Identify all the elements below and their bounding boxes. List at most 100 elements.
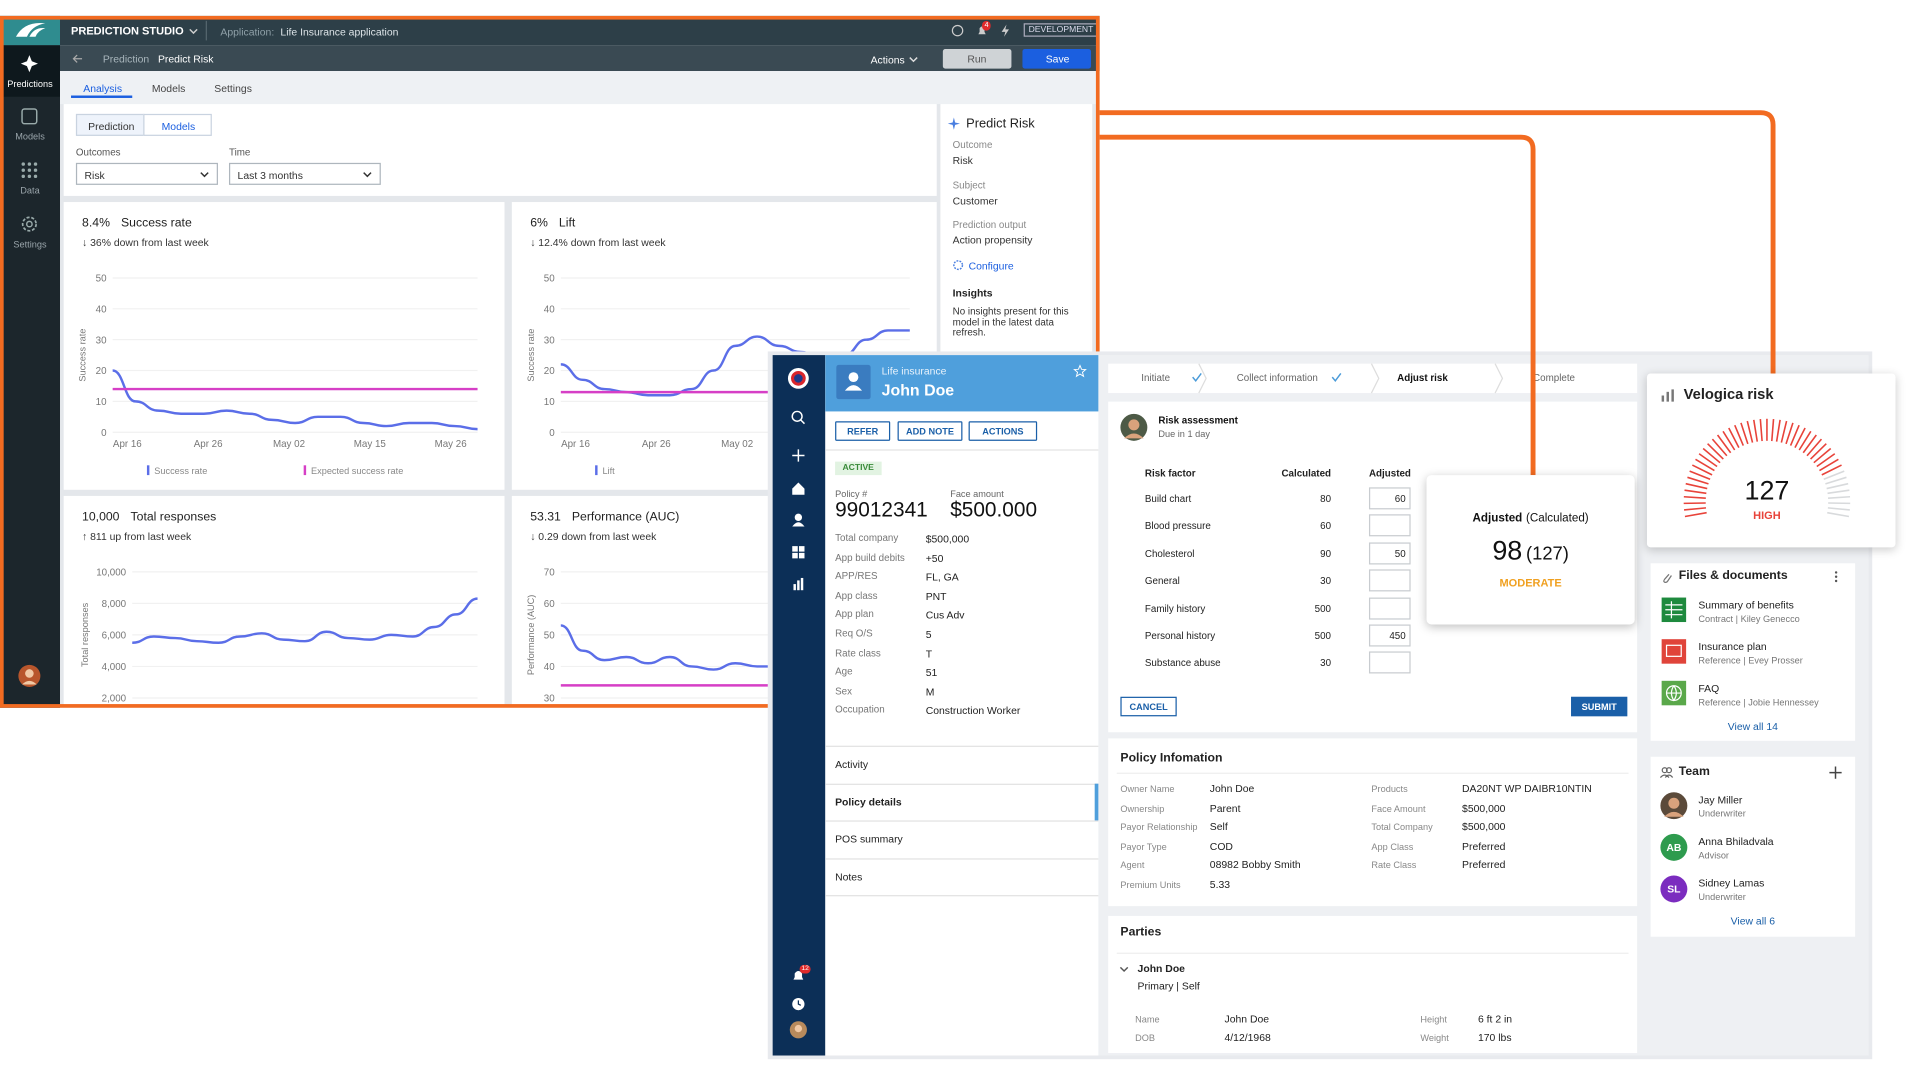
icon-part (1192, 373, 1202, 383)
field-value: COD (1209, 839, 1233, 852)
sub-bar (60, 45, 1100, 72)
action-button[interactable]: REFER (835, 421, 891, 441)
x-tick-label: Apr 16 (561, 439, 590, 450)
chart-delta: ↓ 12.4% down from last week (530, 236, 666, 249)
velogica-score: 127 (1744, 475, 1790, 506)
member-name[interactable]: Anna Bhiladvala (1698, 835, 1774, 848)
file-name[interactable]: FAQ (1698, 682, 1720, 695)
filter-label: Outcomes (75, 146, 121, 158)
field-value: 51 (925, 666, 938, 679)
icon-part (1834, 571, 1838, 583)
adjusted-input[interactable]: 50 (1368, 542, 1411, 565)
action-button[interactable]: ADD NOTE (897, 421, 963, 441)
save-button[interactable]: Save (1022, 48, 1092, 69)
bar-icon (1661, 389, 1674, 402)
field-value: 4/12/1968 (1224, 1031, 1271, 1044)
cancel-button[interactable]: CANCEL (1120, 696, 1177, 717)
icon-part (33, 168, 38, 172)
action-button[interactable]: ACTIONS (968, 421, 1038, 441)
section-link[interactable]: Activity (835, 757, 869, 771)
run-button[interactable]: Run (942, 48, 1012, 69)
field-label: Occupation (835, 704, 885, 716)
chart: 0 10 20 30 40 50 Success rate Apr 16 Apr 26 May 0… (526, 274, 910, 476)
tab[interactable]: Analysis (83, 82, 123, 95)
icon-part (1798, 430, 1812, 451)
nav-label[interactable]: Predictions (7, 78, 53, 90)
nav-icon (792, 482, 805, 495)
case-logo (787, 367, 809, 389)
toggle-button[interactable]: Prediction (75, 113, 145, 136)
submit-button[interactable]: SUBMIT (1571, 696, 1628, 717)
gear-icon (953, 260, 964, 271)
adjusted-value: 60 (1394, 493, 1406, 505)
tab[interactable]: Models (151, 82, 186, 95)
team-more[interactable]: View all 6 (1730, 914, 1776, 927)
section-link[interactable]: Notes (835, 870, 863, 883)
field-value: PNT (925, 589, 947, 603)
assessor-avatar (1120, 413, 1148, 441)
filter-select[interactable]: Risk (75, 162, 218, 185)
icon-part (1813, 447, 1832, 464)
icon-part (189, 28, 198, 35)
icon-part (1740, 422, 1749, 445)
adjusted-input[interactable] (1368, 597, 1411, 620)
back-arrow (72, 54, 83, 63)
divider (825, 895, 1099, 897)
nav-label[interactable]: Models (15, 131, 45, 143)
adjusted-input[interactable] (1368, 569, 1411, 592)
icon-part (1659, 774, 1674, 778)
filter-select[interactable]: Last 3 months (228, 162, 381, 185)
actions-menu[interactable]: Actions (870, 53, 905, 67)
field-value: John Doe (1224, 1012, 1270, 1025)
legend-label: Success rate (154, 466, 207, 476)
icon-part (1707, 443, 1724, 460)
file-name[interactable]: Insurance plan (1698, 640, 1767, 653)
member-avatar: SL (1660, 875, 1688, 903)
file-name[interactable]: Summary of benefits (1698, 598, 1794, 612)
field-label: Ownership (1120, 802, 1165, 814)
configure-link[interactable]: Configure (968, 259, 1014, 272)
icon-part (1198, 363, 1207, 394)
y-tick-label: 0 (549, 428, 555, 439)
chevron (363, 172, 372, 178)
icon-part (797, 1000, 802, 1006)
icon-part (1099, 134, 1536, 476)
adjusted-input[interactable] (1368, 514, 1411, 537)
action-label: ACTIONS (982, 426, 1024, 438)
icon-part (794, 374, 803, 383)
files-more[interactable]: View all 14 (1727, 720, 1778, 733)
risk-calculated: 90 (1320, 548, 1332, 560)
icon-part (794, 1024, 803, 1033)
parties-card (1108, 915, 1638, 1054)
nav-label[interactable]: Settings (13, 238, 47, 250)
chart: 2,000 4,000 6,000 8,000 10,000 Total response… (80, 568, 478, 704)
section-link[interactable]: Policy details (835, 795, 902, 808)
icon-part (792, 522, 805, 527)
member-name[interactable]: Jay Miller (1698, 793, 1743, 806)
member-name[interactable]: Sidney Lamas (1698, 876, 1765, 889)
section-link[interactable]: POS summary (835, 832, 903, 845)
adjusted-input[interactable]: 60 (1368, 487, 1411, 510)
cancel-label: CANCEL (1129, 701, 1168, 713)
icon-part (21, 174, 25, 179)
icon-part (1780, 420, 1788, 443)
adjusted-input[interactable]: 450 (1368, 624, 1411, 647)
chevron (189, 28, 198, 35)
icon-part (1666, 685, 1682, 702)
icon-part (1001, 24, 1009, 37)
nav-icon (21, 108, 38, 125)
product-name: PREDICTION STUDIO (71, 24, 184, 37)
nav-label[interactable]: Data (20, 184, 40, 196)
icon-part (1827, 489, 1850, 495)
team-title: Team (1678, 765, 1710, 779)
step-label: Complete (1533, 372, 1576, 384)
tab[interactable]: Settings (214, 82, 252, 95)
toggle-button[interactable]: Models (143, 113, 212, 136)
icon-part (1806, 438, 1823, 457)
adjusted-input[interactable] (1368, 651, 1411, 674)
chart-delta: ↑ 811 up from last week (82, 530, 192, 543)
x-tick-label: Apr 26 (642, 439, 671, 450)
nav-icon (793, 971, 804, 980)
icon-part (1752, 419, 1759, 442)
